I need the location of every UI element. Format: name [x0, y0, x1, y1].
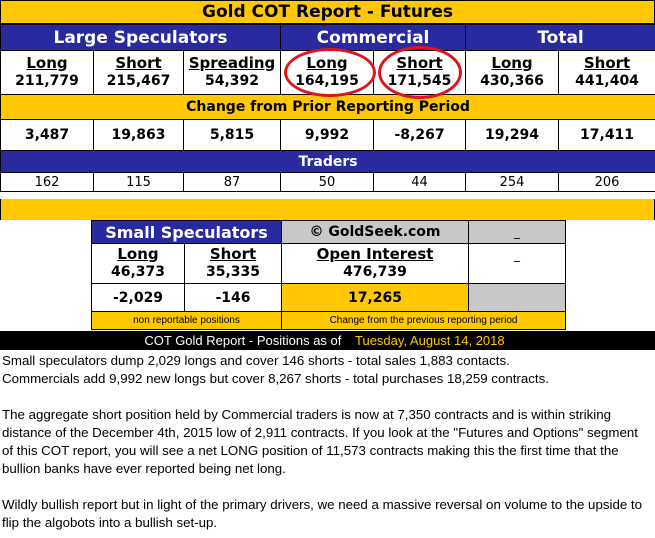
- dash-mark: _: [514, 225, 521, 239]
- blank-white-cell: _: [468, 243, 567, 284]
- trader-cell: 254: [465, 172, 560, 192]
- highlight-circle-commercial-long: [284, 48, 376, 97]
- col-total-short: Short 441,404: [558, 50, 655, 95]
- small-speculators-table: Small Speculators © GoldSeek.com _ Long 4…: [90, 220, 567, 330]
- change-note: Change from the previous reporting perio…: [281, 311, 567, 330]
- traders-header: Traders: [0, 150, 655, 173]
- date-bar-prefix: COT Gold Report - Positions as of: [144, 333, 342, 348]
- commercial-header: Commercial: [280, 24, 467, 51]
- col-total-long: Long 430,366: [465, 50, 560, 95]
- small-short-change: -146: [183, 283, 283, 312]
- change-cell: -8,267: [373, 119, 467, 151]
- small-short: Short 35,335: [183, 243, 283, 284]
- change-cell: 19,294: [465, 119, 560, 151]
- change-header: Change from Prior Reporting Period: [0, 94, 655, 120]
- traders-row: 162 115 87 50 44 254 206: [0, 172, 655, 192]
- small-long-change: -2,029: [91, 283, 185, 312]
- change-cell: 3,487: [0, 119, 94, 151]
- change-cell: 17,411: [558, 119, 655, 151]
- col-large-short: Short 215,467: [93, 50, 184, 95]
- change-cell: 19,863: [93, 119, 184, 151]
- trader-cell: 206: [558, 172, 655, 192]
- commentary-paragraph-3: The aggregate short position held by Com…: [2, 407, 638, 476]
- commentary-line-2: Commercials add 9,992 new longs but cove…: [2, 371, 549, 386]
- change-cell: 9,992: [280, 119, 375, 151]
- change-cell: 5,815: [182, 119, 282, 151]
- commentary-line-1: Small speculators dump 2,029 longs and c…: [2, 353, 510, 368]
- large-speculators-header: Large Speculators: [0, 24, 282, 51]
- date-bar-date: Tuesday, August 14, 2018: [349, 333, 511, 348]
- blank-grey-cell: [468, 283, 567, 312]
- commentary-paragraph-4: Wildly bullish report but in light of th…: [2, 497, 643, 530]
- open-interest-change: 17,265: [281, 283, 470, 312]
- changes-row: 3,487 19,863 5,815 9,992 -8,267 19,294 1…: [0, 119, 655, 151]
- trader-cell: 87: [182, 172, 282, 192]
- blank-grey-cell: _: [468, 220, 567, 244]
- dash-mark: _: [514, 248, 521, 262]
- report-title-bar: Gold COT Report - Futures: [0, 0, 655, 24]
- trader-cell: 44: [373, 172, 467, 192]
- non-reportable-note: non reportable positions: [90, 311, 283, 330]
- highlight-circle-commercial-short: [378, 46, 462, 99]
- trader-cell: 162: [0, 172, 94, 192]
- small-long: Long 46,373: [91, 243, 185, 284]
- separator-band: [0, 199, 655, 220]
- col-large-spreading: Spreading 54,392: [182, 50, 282, 95]
- small-speculators-header: Small Speculators: [90, 220, 283, 244]
- open-interest: Open Interest 476,739: [281, 243, 470, 284]
- col-large-long: Long 211,779: [0, 50, 94, 95]
- total-header: Total: [465, 24, 655, 51]
- trader-cell: 50: [280, 172, 375, 192]
- date-bar: COT Gold Report - Positions as of Tuesda…: [0, 331, 655, 350]
- trader-cell: 115: [93, 172, 184, 192]
- copyright-label: © GoldSeek.com: [281, 220, 470, 244]
- main-cot-table: Large Speculators Commercial Total Long 2…: [0, 24, 655, 192]
- report-title: Gold COT Report - Futures: [202, 2, 453, 22]
